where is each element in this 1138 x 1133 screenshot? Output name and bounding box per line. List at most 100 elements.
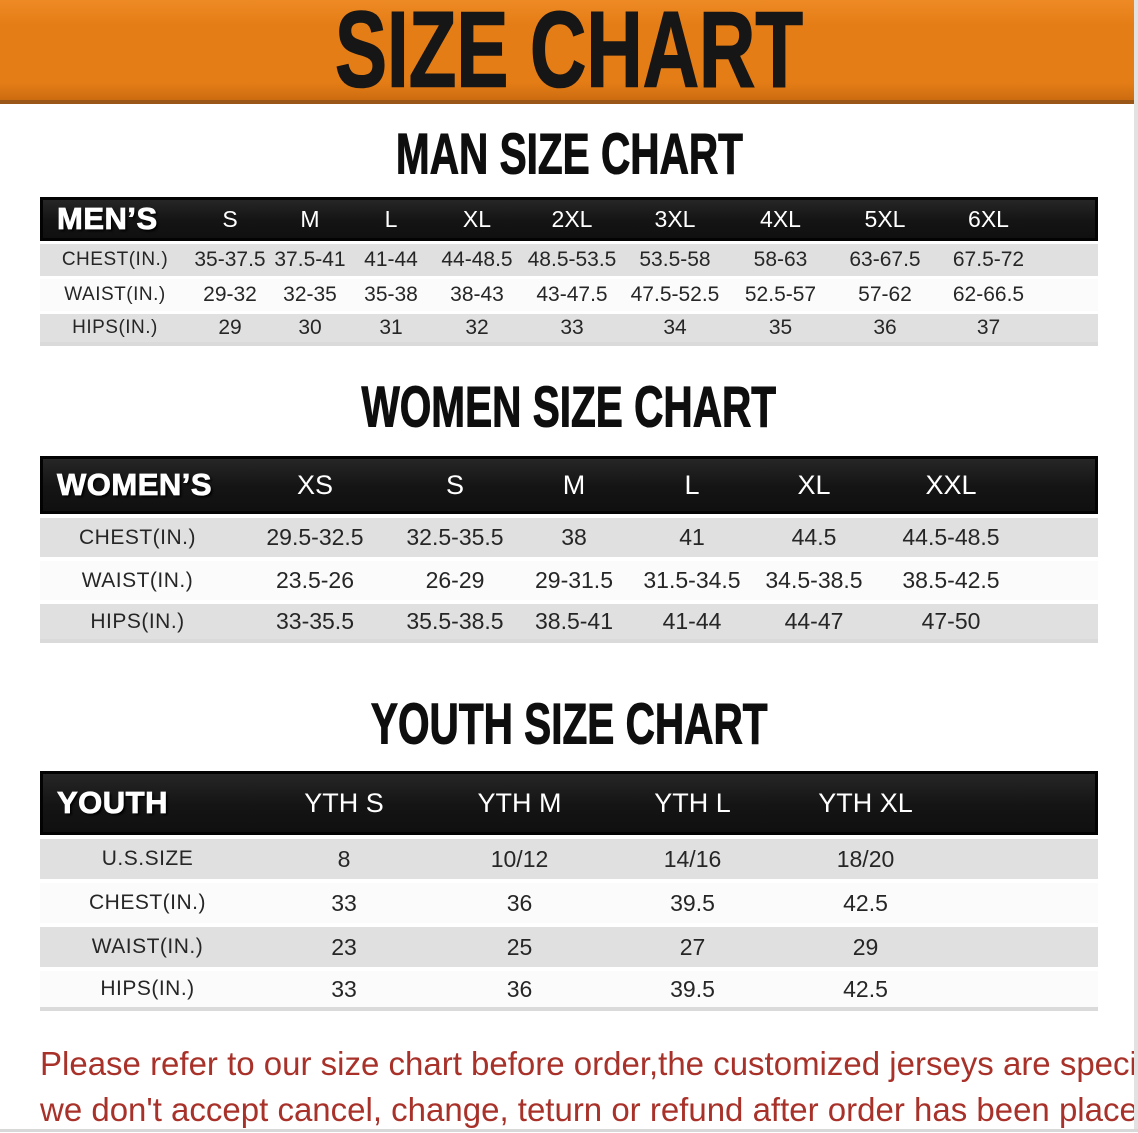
- men-size-header: M: [270, 197, 350, 241]
- women-value-cell: 29-31.5: [515, 557, 633, 600]
- men-value-cell: 58-63: [728, 241, 833, 276]
- youth-value-cell: 27: [606, 923, 779, 967]
- youth-value-cell: 8: [255, 835, 433, 879]
- men-value-cell: 67.5-72: [937, 241, 1040, 276]
- men-value-cell: 29-32: [190, 276, 270, 311]
- men-value-cell: 44-48.5: [432, 241, 522, 276]
- men-value-cell: 33: [522, 311, 622, 346]
- youth-heading-text: YOUTH SIZE CHART: [370, 693, 768, 757]
- youth-row-spacer: [952, 967, 1098, 1011]
- women-size-header: S: [395, 456, 515, 514]
- women-value-cell: 41: [633, 514, 751, 557]
- youth-value-cell: 23: [255, 923, 433, 967]
- women-size-header: M: [515, 456, 633, 514]
- youth-row-spacer: [952, 923, 1098, 967]
- youth-value-cell: 36: [433, 879, 606, 923]
- women-value-cell: 38.5-42.5: [877, 557, 1025, 600]
- youth-measure-row: WAIST(IN.) 23 25 27 29: [40, 923, 1098, 967]
- youth-value-cell: 25: [433, 923, 606, 967]
- men-value-cell: 43-47.5: [522, 276, 622, 311]
- women-value-cell: 29.5-32.5: [235, 514, 395, 557]
- men-measure-label: HIPS(IN.): [40, 311, 190, 346]
- men-value-cell: 62-66.5: [937, 276, 1040, 311]
- men-value-cell: 37: [937, 311, 1040, 346]
- footer-note: Please refer to our size chart before or…: [40, 1041, 1138, 1133]
- men-value-cell: 63-67.5: [833, 241, 937, 276]
- youth-size-header: YTH XL: [779, 771, 952, 835]
- image-edge-right: [1134, 0, 1138, 1132]
- youth-size-header: YTH M: [433, 771, 606, 835]
- men-group-label: MEN’S: [40, 197, 190, 241]
- women-value-cell: 31.5-34.5: [633, 557, 751, 600]
- men-size-header: S: [190, 197, 270, 241]
- youth-header-spacer: [952, 771, 1098, 835]
- men-header-spacer: [1040, 197, 1098, 241]
- women-row-spacer: [1025, 514, 1098, 557]
- men-value-cell: 47.5-52.5: [622, 276, 728, 311]
- men-section: MAN SIZE CHART MEN’S S M L XL 2XL 3XL 4XL 5XL 6XL…: [0, 123, 1138, 346]
- men-measure-row: WAIST(IN.) 29-32 32-35 35-38 38-43 43-47.5 47.…: [40, 276, 1098, 311]
- youth-section-heading: YOUTH SIZE CHART: [0, 693, 1138, 757]
- men-value-cell: 35-37.5: [190, 241, 270, 276]
- women-value-cell: 47-50: [877, 600, 1025, 643]
- men-size-header: 4XL: [728, 197, 833, 241]
- men-heading-text: MAN SIZE CHART: [395, 123, 743, 187]
- image-edge-bottom: [0, 1129, 1138, 1132]
- women-size-header: XXL: [877, 456, 1025, 514]
- men-size-header: L: [350, 197, 432, 241]
- youth-value-cell: 18/20: [779, 835, 952, 879]
- men-measure-label: CHEST(IN.): [40, 241, 190, 276]
- banner: SIZE CHART: [0, 0, 1138, 105]
- youth-value-cell: 42.5: [779, 879, 952, 923]
- men-row-spacer: [1040, 241, 1098, 276]
- men-value-cell: 31: [350, 311, 432, 346]
- women-size-header: XS: [235, 456, 395, 514]
- youth-measure-label: U.S.SIZE: [40, 835, 255, 879]
- youth-measure-row: CHEST(IN.) 33 36 39.5 42.5: [40, 879, 1098, 923]
- men-value-cell: 35-38: [350, 276, 432, 311]
- women-value-cell: 44-47: [751, 600, 877, 643]
- men-value-cell: 53.5-58: [622, 241, 728, 276]
- men-header-row: MEN’S S M L XL 2XL 3XL 4XL 5XL 6XL: [40, 197, 1098, 241]
- men-value-cell: 37.5-41: [270, 241, 350, 276]
- women-header-spacer: [1025, 456, 1098, 514]
- women-measure-label: WAIST(IN.): [40, 557, 235, 600]
- youth-value-cell: 39.5: [606, 967, 779, 1011]
- women-value-cell: 44.5: [751, 514, 877, 557]
- men-size-header: 5XL: [833, 197, 937, 241]
- youth-group-label: YOUTH: [40, 771, 255, 835]
- women-value-cell: 33-35.5: [235, 600, 395, 643]
- women-value-cell: 44.5-48.5: [877, 514, 1025, 557]
- men-value-cell: 36: [833, 311, 937, 346]
- women-value-cell: 34.5-38.5: [751, 557, 877, 600]
- women-size-header: L: [633, 456, 751, 514]
- men-value-cell: 52.5-57: [728, 276, 833, 311]
- women-section: WOMEN SIZE CHART WOMEN’S XS S M L XL XXL CHEST(…: [0, 379, 1138, 643]
- men-value-cell: 30: [270, 311, 350, 346]
- women-measure-row: WAIST(IN.) 23.5-26 26-29 29-31.5 31.5-34.5 34…: [40, 557, 1098, 600]
- youth-value-cell: 33: [255, 879, 433, 923]
- women-size-table: WOMEN’S XS S M L XL XXL CHEST(IN.) 29.5-32.5 32.5…: [40, 456, 1098, 643]
- men-size-header: XL: [432, 197, 522, 241]
- men-section-heading: MAN SIZE CHART: [0, 123, 1138, 187]
- women-value-cell: 26-29: [395, 557, 515, 600]
- women-value-cell: 38.5-41: [515, 600, 633, 643]
- women-value-cell: 35.5-38.5: [395, 600, 515, 643]
- women-section-heading: WOMEN SIZE CHART: [0, 379, 1138, 437]
- youth-header-row: YOUTH YTH S YTH M YTH L YTH XL: [40, 771, 1098, 835]
- men-size-header: 2XL: [522, 197, 622, 241]
- men-size-table: MEN’S S M L XL 2XL 3XL 4XL 5XL 6XL CHEST(IN.) 35-37…: [40, 197, 1098, 346]
- men-value-cell: 48.5-53.5: [522, 241, 622, 276]
- youth-row-spacer: [952, 879, 1098, 923]
- youth-value-cell: 39.5: [606, 879, 779, 923]
- youth-value-cell: 10/12: [433, 835, 606, 879]
- youth-size-table: YOUTH YTH S YTH M YTH L YTH XL U.S.SIZE 8 10/12…: [40, 771, 1098, 1011]
- footer-line-1: Please refer to our size chart before or…: [40, 1045, 1138, 1082]
- men-value-cell: 29: [190, 311, 270, 346]
- men-measure-label: WAIST(IN.): [40, 276, 190, 311]
- youth-measure-row: U.S.SIZE 8 10/12 14/16 18/20: [40, 835, 1098, 879]
- youth-size-header: YTH L: [606, 771, 779, 835]
- youth-section: YOUTH SIZE CHART YOUTH YTH S YTH M YTH L YTH…: [0, 693, 1138, 1011]
- women-group-label: WOMEN’S: [40, 456, 235, 514]
